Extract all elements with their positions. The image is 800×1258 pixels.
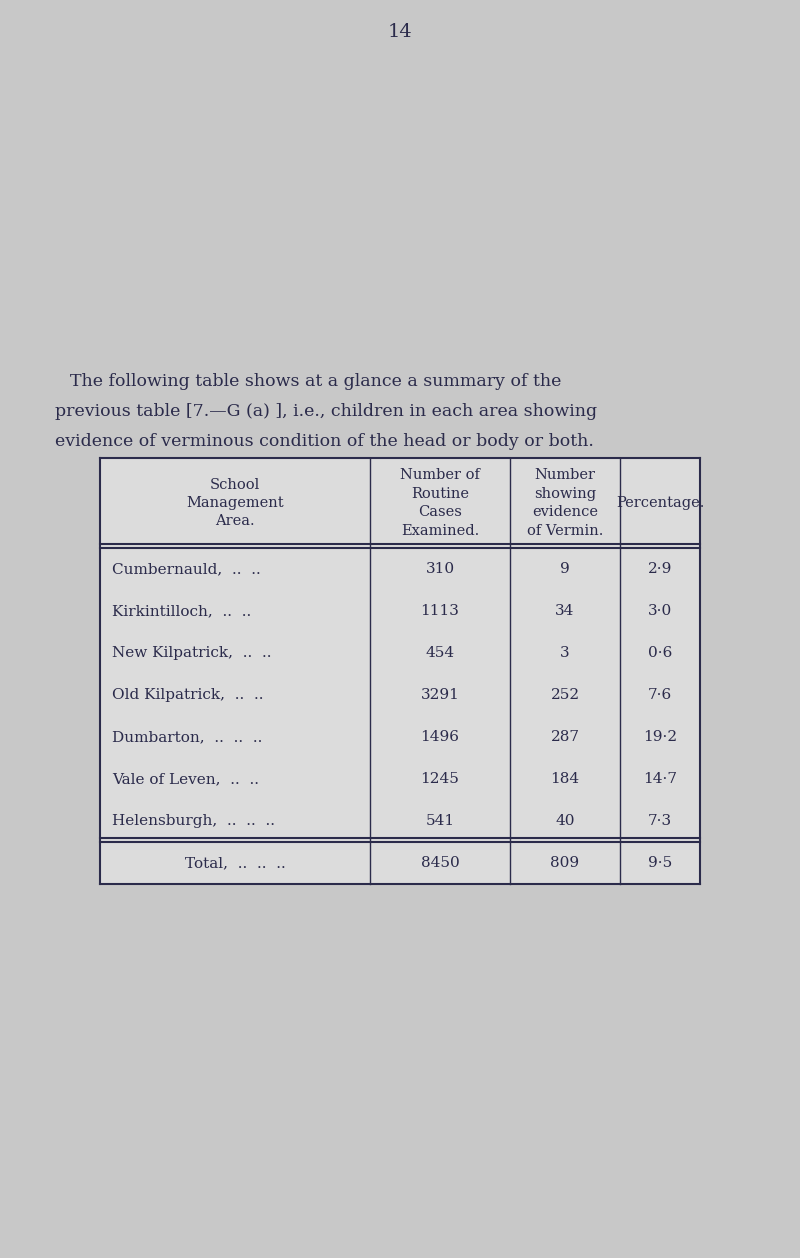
Text: 184: 184 xyxy=(550,772,579,786)
Text: 541: 541 xyxy=(426,814,454,828)
Text: 3·0: 3·0 xyxy=(648,604,672,618)
Text: Kirkintilloch,  ..  ..: Kirkintilloch, .. .. xyxy=(112,604,251,618)
Text: 19·2: 19·2 xyxy=(643,730,677,743)
Text: 454: 454 xyxy=(426,647,454,660)
Text: 9: 9 xyxy=(560,562,570,576)
Text: Cumbernauld,  ..  ..: Cumbernauld, .. .. xyxy=(112,562,261,576)
Text: 14·7: 14·7 xyxy=(643,772,677,786)
Text: The following table shows at a glance a summary of the: The following table shows at a glance a … xyxy=(70,374,562,390)
Text: New Kilpatrick,  ..  ..: New Kilpatrick, .. .. xyxy=(112,647,271,660)
Text: Number
showing
evidence
of Vermin.: Number showing evidence of Vermin. xyxy=(527,468,603,537)
Text: Helensburgh,  ..  ..  ..: Helensburgh, .. .. .. xyxy=(112,814,275,828)
Text: 0·6: 0·6 xyxy=(648,647,672,660)
Text: previous table [7.—G (a) ], i.e., children in each area showing: previous table [7.—G (a) ], i.e., childr… xyxy=(55,403,597,420)
Text: 14: 14 xyxy=(388,23,412,42)
Text: 34: 34 xyxy=(555,604,574,618)
Text: 809: 809 xyxy=(550,855,579,871)
Text: 310: 310 xyxy=(426,562,454,576)
Text: 1496: 1496 xyxy=(421,730,459,743)
Text: Number of
Routine
Cases
Examined.: Number of Routine Cases Examined. xyxy=(400,468,480,537)
Text: 7·3: 7·3 xyxy=(648,814,672,828)
Text: Total,  ..  ..  ..: Total, .. .. .. xyxy=(185,855,286,871)
Text: Dumbarton,  ..  ..  ..: Dumbarton, .. .. .. xyxy=(112,730,262,743)
Text: 7·6: 7·6 xyxy=(648,688,672,702)
Text: 1113: 1113 xyxy=(421,604,459,618)
Text: 40: 40 xyxy=(555,814,574,828)
Text: School
Management
Area.: School Management Area. xyxy=(186,478,284,528)
Text: 252: 252 xyxy=(550,688,579,702)
Text: 1245: 1245 xyxy=(421,772,459,786)
Text: Old Kilpatrick,  ..  ..: Old Kilpatrick, .. .. xyxy=(112,688,263,702)
Text: 9·5: 9·5 xyxy=(648,855,672,871)
Text: Percentage.: Percentage. xyxy=(616,496,704,509)
Text: 3: 3 xyxy=(560,647,570,660)
Text: Vale of Leven,  ..  ..: Vale of Leven, .. .. xyxy=(112,772,259,786)
Text: 287: 287 xyxy=(550,730,579,743)
Text: 8450: 8450 xyxy=(421,855,459,871)
Text: 3291: 3291 xyxy=(421,688,459,702)
Text: 2·9: 2·9 xyxy=(648,562,672,576)
Text: evidence of verminous condition of the head or body or both.: evidence of verminous condition of the h… xyxy=(55,433,594,450)
Bar xyxy=(100,458,700,884)
